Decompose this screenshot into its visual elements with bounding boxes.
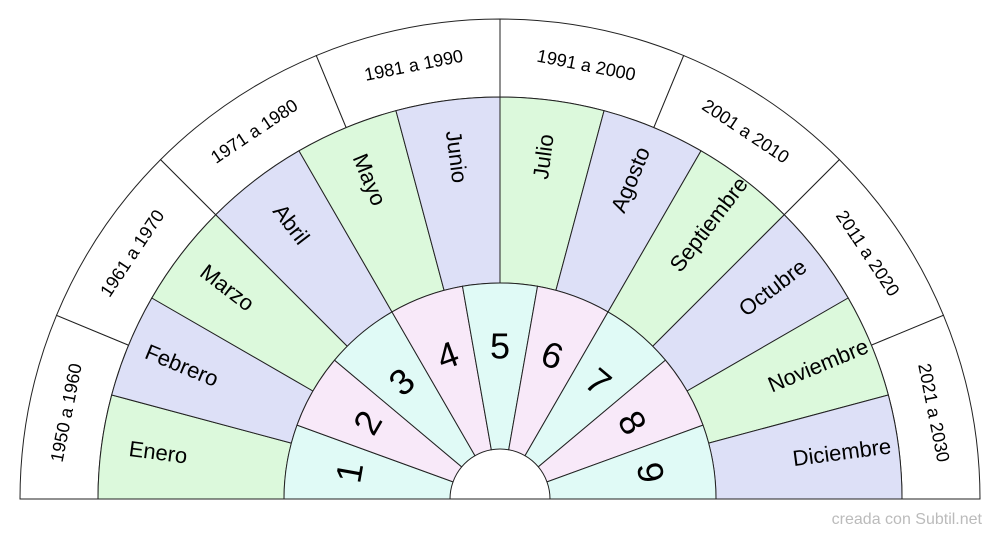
number-label: 5 — [490, 326, 510, 367]
month-label: Julio — [528, 133, 559, 181]
footer: creada con Subtil.net — [832, 511, 983, 528]
